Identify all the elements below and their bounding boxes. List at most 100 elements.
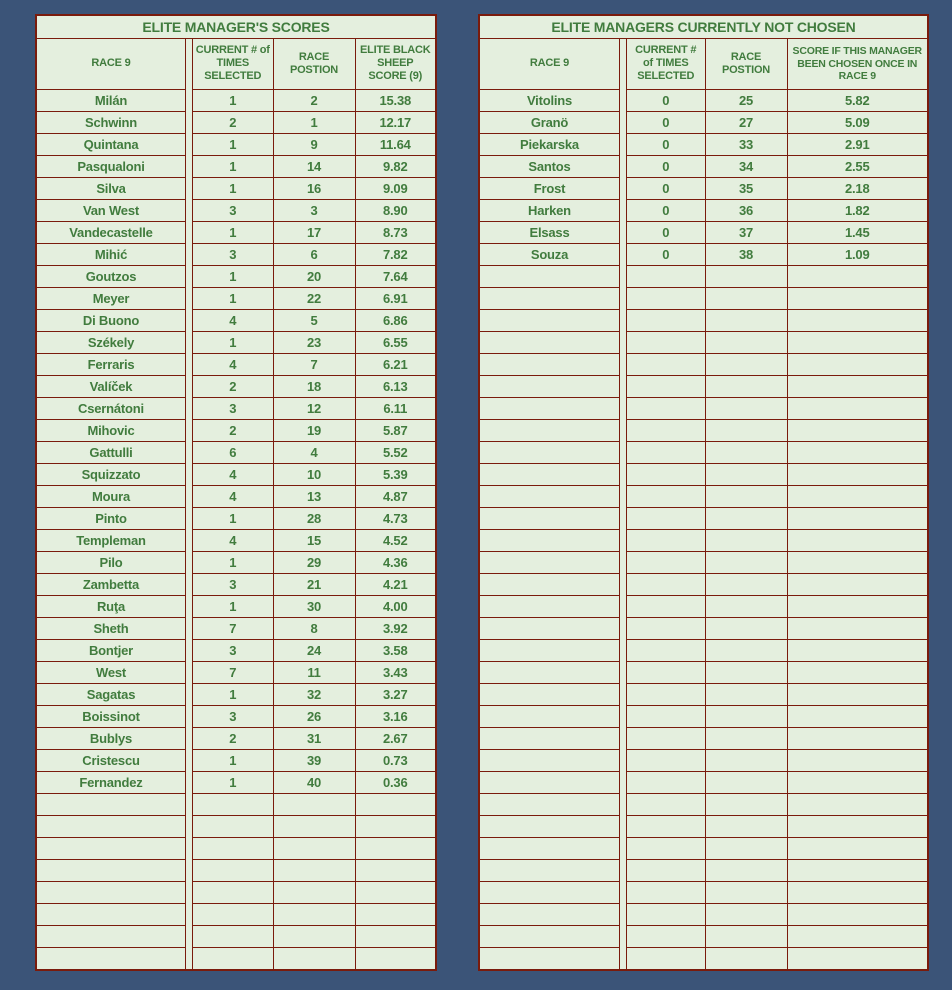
table-row: 1 32 3.27 — [193, 682, 435, 706]
elite-managers-scores-table: ELITE MANAGER'S SCORES RACE 9 Milán Schwi… — [35, 14, 437, 971]
cell — [704, 770, 788, 794]
cell: 4.36 — [354, 550, 435, 574]
cell: West — [37, 660, 185, 684]
cell: Mihovic — [37, 418, 185, 442]
cell — [354, 880, 435, 904]
cell — [704, 418, 788, 442]
cell — [354, 836, 435, 860]
empty-table-row — [480, 924, 619, 948]
table-row: 0 27 5.09 — [627, 110, 927, 134]
cell: 28 — [272, 506, 356, 530]
cell: 3 — [193, 704, 274, 728]
cell — [786, 792, 927, 816]
empty-table-row — [627, 572, 927, 596]
empty-table-row — [627, 638, 927, 662]
empty-table-row — [480, 770, 619, 794]
cell — [786, 352, 927, 376]
cell: Di Buono — [37, 308, 185, 332]
empty-table-row — [480, 550, 619, 574]
table-row: Silva — [37, 176, 185, 200]
empty-table-row — [480, 418, 619, 442]
table-row: 7 8 3.92 — [193, 616, 435, 640]
table-row: 2 31 2.67 — [193, 726, 435, 750]
cell — [354, 924, 435, 948]
cell — [480, 506, 619, 530]
cell: 1.09 — [786, 242, 927, 266]
cell: 1 — [193, 770, 274, 794]
column-header-black-sheep-score: ELITE BLACK SHEEP SCORE (9) — [354, 39, 435, 90]
cell — [704, 462, 788, 486]
cell: 1 — [193, 330, 274, 354]
cell: 1 — [193, 88, 274, 112]
empty-table-row — [480, 374, 619, 398]
cell: Van West — [37, 198, 185, 222]
cell — [786, 572, 927, 596]
column-header-times-selected: CURRENT # of TIMES SELECTED — [193, 39, 274, 90]
cell: Harken — [480, 198, 619, 222]
cell: 8 — [272, 616, 356, 640]
empty-table-row — [627, 484, 927, 508]
cell: 4.00 — [354, 594, 435, 618]
cell: 1 — [193, 506, 274, 530]
cell — [272, 814, 356, 838]
table-row: Fernandez — [37, 770, 185, 794]
empty-table-row — [193, 792, 435, 816]
cell: 6.11 — [354, 396, 435, 420]
cell: 1 — [193, 264, 274, 288]
cell — [627, 792, 706, 816]
table-row: 4 15 4.52 — [193, 528, 435, 552]
table-row: 7 11 3.43 — [193, 660, 435, 684]
cell: 5.09 — [786, 110, 927, 134]
empty-table-row — [193, 902, 435, 926]
empty-table-row — [480, 528, 619, 552]
cell: Pasqualoni — [37, 154, 185, 178]
cell — [627, 352, 706, 376]
empty-table-row — [627, 704, 927, 728]
empty-table-row — [480, 506, 619, 530]
cell: 7.82 — [354, 242, 435, 266]
empty-table-row — [480, 682, 619, 706]
cell — [704, 572, 788, 596]
cell: 3 — [193, 198, 274, 222]
cell — [704, 836, 788, 860]
cell: 4.52 — [354, 528, 435, 552]
cell — [480, 902, 619, 926]
empty-table-row — [627, 660, 927, 684]
cell: 32 — [272, 682, 356, 706]
cell: 5 — [272, 308, 356, 332]
empty-table-row — [37, 814, 185, 838]
cell — [627, 858, 706, 882]
cell: Székely — [37, 330, 185, 354]
cell — [704, 550, 788, 574]
cell — [786, 308, 927, 332]
cell: 0 — [627, 88, 706, 112]
cell — [627, 770, 706, 794]
cell — [786, 528, 927, 552]
empty-table-row — [193, 946, 435, 969]
cell: Ferraris — [37, 352, 185, 376]
cell: 36 — [704, 198, 788, 222]
cell — [480, 748, 619, 772]
cell — [480, 352, 619, 376]
cell: 7.64 — [354, 264, 435, 288]
cell: Zambetta — [37, 572, 185, 596]
cell — [627, 902, 706, 926]
cell: 2 — [272, 88, 356, 112]
empty-table-row — [627, 352, 927, 376]
cell — [704, 264, 788, 288]
table-row: 3 21 4.21 — [193, 572, 435, 596]
table-row: 2 19 5.87 — [193, 418, 435, 442]
cell — [627, 946, 706, 969]
empty-table-row — [480, 594, 619, 618]
cell: 3 — [193, 572, 274, 596]
cell: 1 — [272, 110, 356, 134]
column-header-times-selected: CURRENT # of TIMES SELECTED — [627, 39, 706, 90]
cell: 2 — [193, 726, 274, 750]
cell — [786, 506, 927, 530]
table-row: 1 9 11.64 — [193, 132, 435, 156]
table-row: 1 17 8.73 — [193, 220, 435, 244]
cell — [272, 792, 356, 816]
cell: 20 — [272, 264, 356, 288]
cell — [704, 440, 788, 464]
cell — [37, 836, 185, 860]
